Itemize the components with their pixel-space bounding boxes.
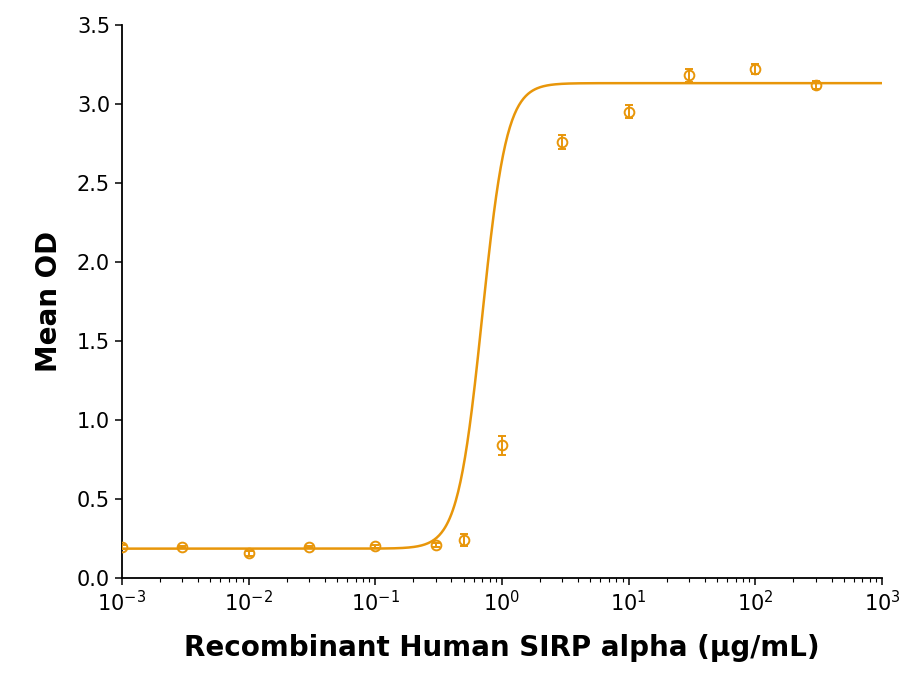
X-axis label: Recombinant Human SIRP alpha (μg/mL): Recombinant Human SIRP alpha (μg/mL) xyxy=(184,634,820,662)
Y-axis label: Mean OD: Mean OD xyxy=(35,231,63,372)
